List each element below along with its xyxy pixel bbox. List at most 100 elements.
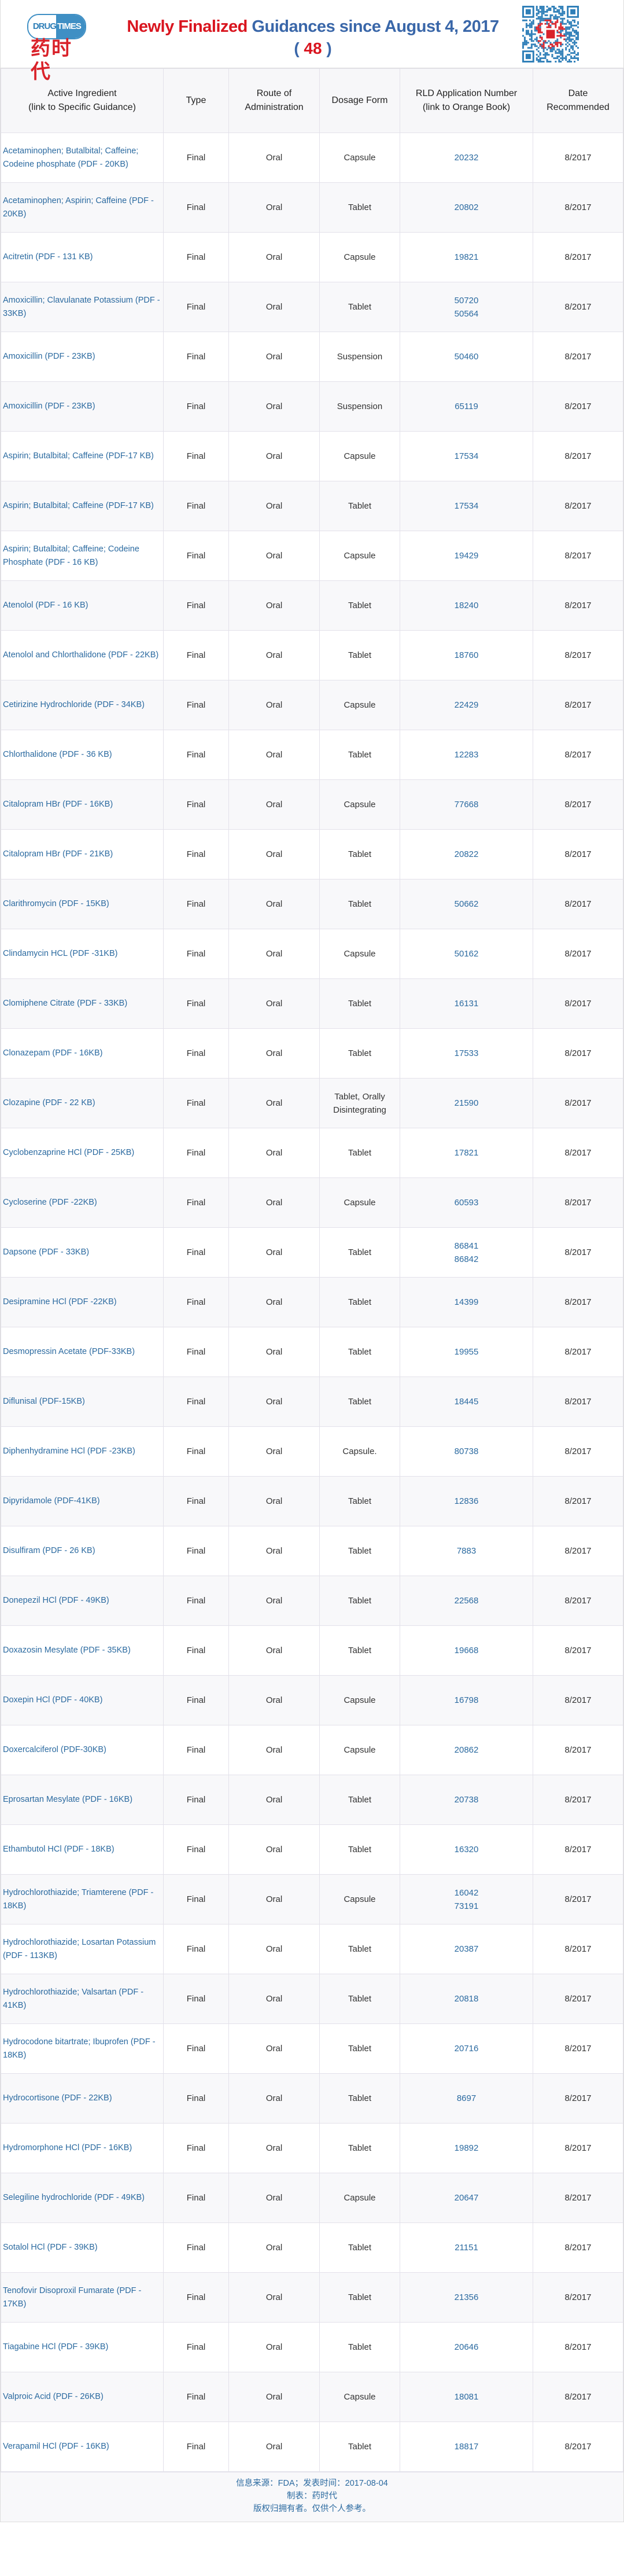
guidance-link[interactable]: Verapamil HCl (PDF - 16KB) [1, 2422, 164, 2472]
guidance-link[interactable]: Hydrochlorothiazide; Valsartan (PDF - 41… [1, 1974, 164, 2024]
guidance-link[interactable]: Aspirin; Butalbital; Caffeine; Codeine P… [1, 531, 164, 581]
guidance-link[interactable]: Dipyridamole (PDF-41KB) [1, 1476, 164, 1526]
cell-dosage-form: Tablet [319, 1227, 400, 1278]
guidance-link[interactable]: Amoxicillin; Clavulanate Potassium (PDF … [1, 282, 164, 332]
orange-book-link[interactable]: 19821 [454, 252, 479, 262]
orange-book-link[interactable]: 17821 [454, 1148, 479, 1158]
orange-book-link[interactable]: 18817 [454, 2442, 479, 2452]
guidance-link[interactable]: Valproic Acid (PDF - 26KB) [1, 2372, 164, 2422]
orange-book-link[interactable]: 20716 [454, 2044, 479, 2054]
guidance-link[interactable]: Doxazosin Mesylate (PDF - 35KB) [1, 1625, 164, 1676]
orange-book-link[interactable]: 12283 [454, 750, 479, 760]
orange-book-link[interactable]: 80738 [454, 1447, 479, 1456]
orange-book-link[interactable]: 18240 [454, 601, 479, 610]
guidance-link[interactable]: Cetirizine Hydrochloride (PDF - 34KB) [1, 680, 164, 730]
orange-book-link[interactable]: 86841 [454, 1241, 479, 1251]
orange-book-link[interactable]: 12836 [454, 1496, 479, 1506]
orange-book-link[interactable]: 50460 [454, 352, 479, 362]
orange-book-link[interactable]: 16042 [454, 1887, 479, 1898]
orange-book-link[interactable]: 20802 [454, 203, 479, 212]
orange-book-link[interactable]: 22568 [454, 1596, 479, 1606]
guidance-link[interactable]: Desmopressin Acetate (PDF-33KB) [1, 1327, 164, 1377]
guidance-link[interactable]: Desipramine HCl (PDF -22KB) [1, 1277, 164, 1327]
orange-book-link[interactable]: 19429 [454, 551, 479, 561]
orange-book-link[interactable]: 17533 [454, 1048, 479, 1058]
guidance-link[interactable]: Aspirin; Butalbital; Caffeine (PDF-17 KB… [1, 481, 164, 531]
guidance-link[interactable]: Eprosartan Mesylate (PDF - 16KB) [1, 1775, 164, 1825]
guidance-link[interactable]: Sotalol HCl (PDF - 39KB) [1, 2222, 164, 2273]
guidance-link[interactable]: Atenolol (PDF - 16 KB) [1, 580, 164, 631]
guidance-link[interactable]: Clozapine (PDF - 22 KB) [1, 1078, 164, 1128]
orange-book-link[interactable]: 8697 [456, 2093, 477, 2103]
guidance-link[interactable]: Ethambutol HCl (PDF - 18KB) [1, 1824, 164, 1875]
orange-book-link[interactable]: 16798 [454, 1695, 479, 1705]
orange-book-link[interactable]: 73191 [454, 1901, 479, 1911]
guidance-link[interactable]: Dapsone (PDF - 33KB) [1, 1227, 164, 1278]
guidance-link[interactable]: Atenolol and Chlorthalidone (PDF - 22KB) [1, 630, 164, 680]
orange-book-link[interactable]: 20647 [454, 2193, 479, 2203]
orange-book-link[interactable]: 20862 [454, 1745, 479, 1755]
guidance-link[interactable]: Acetaminophen; Butalbital; Caffeine; Cod… [1, 133, 164, 183]
orange-book-link[interactable]: 19955 [454, 1347, 479, 1357]
guidance-link[interactable]: Citalopram HBr (PDF - 16KB) [1, 779, 164, 830]
orange-book-link[interactable]: 18081 [454, 2392, 479, 2402]
guidance-link[interactable]: Donepezil HCl (PDF - 49KB) [1, 1576, 164, 1626]
orange-book-link[interactable]: 19668 [454, 1646, 479, 1655]
guidance-link[interactable]: Disulfiram (PDF - 26 KB) [1, 1526, 164, 1576]
orange-book-link[interactable]: 50564 [454, 308, 479, 319]
orange-book-link[interactable]: 21151 [455, 2243, 478, 2253]
orange-book-link[interactable]: 16320 [454, 1845, 479, 1854]
orange-book-link[interactable]: 14399 [454, 1297, 479, 1307]
orange-book-link[interactable]: 20232 [454, 153, 479, 163]
guidance-link[interactable]: Citalopram HBr (PDF - 21KB) [1, 829, 164, 879]
orange-book-link[interactable]: 50720 [454, 295, 479, 306]
guidance-link[interactable]: Clomiphene Citrate (PDF - 33KB) [1, 978, 164, 1029]
orange-book-link[interactable]: 17534 [454, 451, 479, 461]
guidance-link[interactable]: Doxepin HCl (PDF - 40KB) [1, 1675, 164, 1725]
guidance-link[interactable]: Cyclobenzaprine HCl (PDF - 25KB) [1, 1128, 164, 1178]
orange-book-link[interactable]: 50162 [454, 949, 479, 959]
orange-book-link[interactable]: 21356 [454, 2292, 479, 2302]
guidance-link[interactable]: Hydromorphone HCl (PDF - 16KB) [1, 2123, 164, 2173]
orange-book-link[interactable]: 7883 [456, 1546, 477, 1556]
orange-book-link[interactable]: 19892 [454, 2143, 479, 2153]
orange-book-link[interactable]: 18445 [454, 1397, 479, 1407]
orange-book-link[interactable]: 60593 [454, 1198, 479, 1208]
guidance-link[interactable]: Hydrocodone bitartrate; Ibuprofen (PDF -… [1, 2023, 164, 2074]
orange-book-link[interactable]: 17534 [454, 501, 479, 511]
guidance-link[interactable]: Acetaminophen; Aspirin; Caffeine (PDF - … [1, 182, 164, 233]
orange-book-link[interactable]: 50662 [454, 899, 479, 909]
guidance-link[interactable]: Amoxicillin (PDF - 23KB) [1, 381, 164, 432]
orange-book-link[interactable]: 20646 [454, 2342, 479, 2352]
guidance-link[interactable]: Clonazepam (PDF - 16KB) [1, 1028, 164, 1079]
orange-book-link[interactable]: 77668 [454, 800, 479, 809]
orange-book-link[interactable]: 22429 [454, 700, 479, 710]
orange-book-link[interactable]: 21590 [454, 1098, 479, 1108]
guidance-link[interactable]: Clarithromycin (PDF - 15KB) [1, 879, 164, 929]
guidance-link[interactable]: Clindamycin HCL (PDF -31KB) [1, 929, 164, 979]
orange-book-link[interactable]: 16131 [454, 999, 479, 1009]
cell-dosage-form: Tablet [319, 2023, 400, 2074]
guidance-link[interactable]: Tiagabine HCl (PDF - 39KB) [1, 2322, 164, 2372]
orange-book-link[interactable]: 20387 [454, 1944, 479, 1954]
orange-book-link[interactable]: 20738 [454, 1795, 479, 1805]
guidance-link[interactable]: Cycloserine (PDF -22KB) [1, 1177, 164, 1228]
guidance-link[interactable]: Hydrochlorothiazide; Triamterene (PDF - … [1, 1874, 164, 1924]
guidance-link[interactable]: Tenofovir Disoproxil Fumarate (PDF - 17K… [1, 2272, 164, 2323]
orange-book-link[interactable]: 86842 [454, 1254, 479, 1264]
guidance-link[interactable]: Hydrochlorothiazide; Losartan Potassium … [1, 1924, 164, 1974]
guidance-link[interactable]: Amoxicillin (PDF - 23KB) [1, 332, 164, 382]
orange-book-link[interactable]: 20822 [454, 849, 479, 859]
guidance-link[interactable]: Diphenhydramine HCl (PDF -23KB) [1, 1426, 164, 1477]
orange-book-link[interactable]: 18760 [454, 650, 479, 660]
guidance-link[interactable]: Acitretin (PDF - 131 KB) [1, 232, 164, 282]
guidance-link[interactable]: Chlorthalidone (PDF - 36 KB) [1, 730, 164, 780]
guidance-link[interactable]: Hydrocortisone (PDF - 22KB) [1, 2073, 164, 2124]
guidance-link[interactable]: Diflunisal (PDF-15KB) [1, 1377, 164, 1427]
guidance-link[interactable]: Selegiline hydrochloride (PDF - 49KB) [1, 2173, 164, 2223]
orange-book-link[interactable]: 20818 [454, 1994, 479, 2004]
cell-route: Oral [228, 1227, 320, 1278]
guidance-link[interactable]: Aspirin; Butalbital; Caffeine (PDF-17 KB… [1, 431, 164, 481]
guidance-link[interactable]: Doxercalciferol (PDF-30KB) [1, 1725, 164, 1775]
orange-book-link[interactable]: 65119 [455, 402, 478, 411]
